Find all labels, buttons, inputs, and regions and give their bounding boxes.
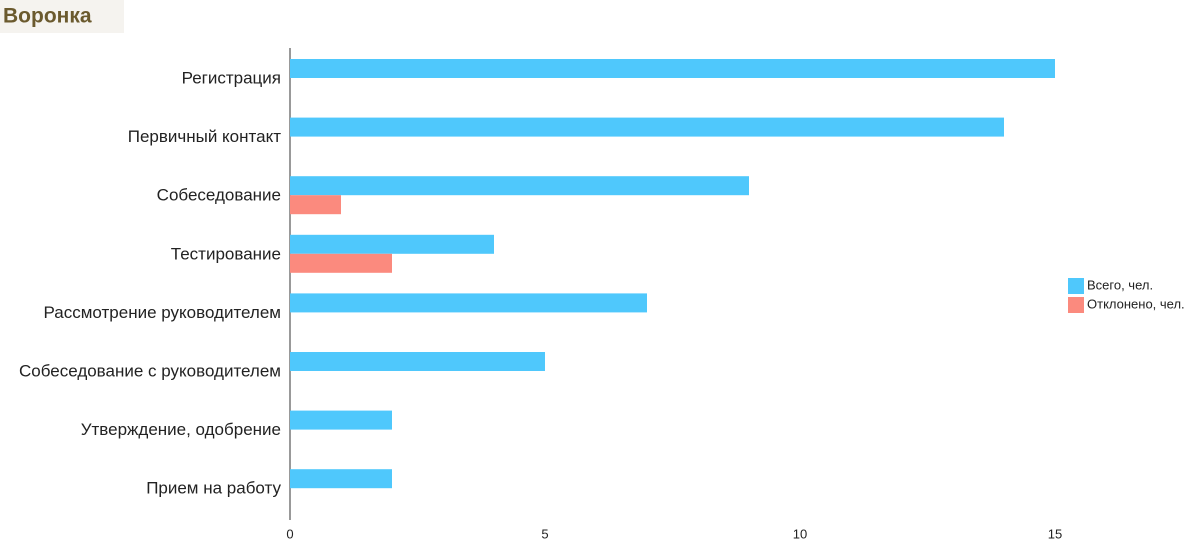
bar xyxy=(290,59,1055,78)
x-tick-label: 10 xyxy=(793,526,807,541)
x-tick-label: 5 xyxy=(541,526,548,541)
y-tick-label: Утверждение, одобрение xyxy=(81,420,281,439)
x-tick-label: 0 xyxy=(286,526,293,541)
bar xyxy=(290,117,1004,137)
bar xyxy=(290,234,494,254)
y-tick-label: Первичный контакт xyxy=(128,127,281,146)
y-tick-label: Регистрация xyxy=(182,68,281,87)
x-tick-label: 15 xyxy=(1048,526,1062,541)
y-tick-label: Прием на работу xyxy=(146,479,281,498)
legend-label: Отклонено, чел. xyxy=(1087,296,1185,311)
bar xyxy=(290,195,341,215)
y-tick-label: Рассмотрение руководителем xyxy=(44,303,282,322)
bar xyxy=(290,469,392,489)
bar xyxy=(290,410,392,430)
legend-swatch xyxy=(1068,297,1084,313)
y-tick-label: Собеседование xyxy=(157,186,281,205)
y-tick-label: Тестирование xyxy=(171,244,281,263)
legend-swatch xyxy=(1068,278,1084,294)
bar xyxy=(290,293,647,313)
chart-title: Воронка xyxy=(3,5,92,28)
bar xyxy=(290,253,392,273)
legend-label: Всего, чел. xyxy=(1087,277,1153,292)
title-background xyxy=(0,0,124,33)
y-tick-label: Собеседование с руководителем xyxy=(19,361,281,380)
bar xyxy=(290,352,545,371)
bar xyxy=(290,176,749,196)
